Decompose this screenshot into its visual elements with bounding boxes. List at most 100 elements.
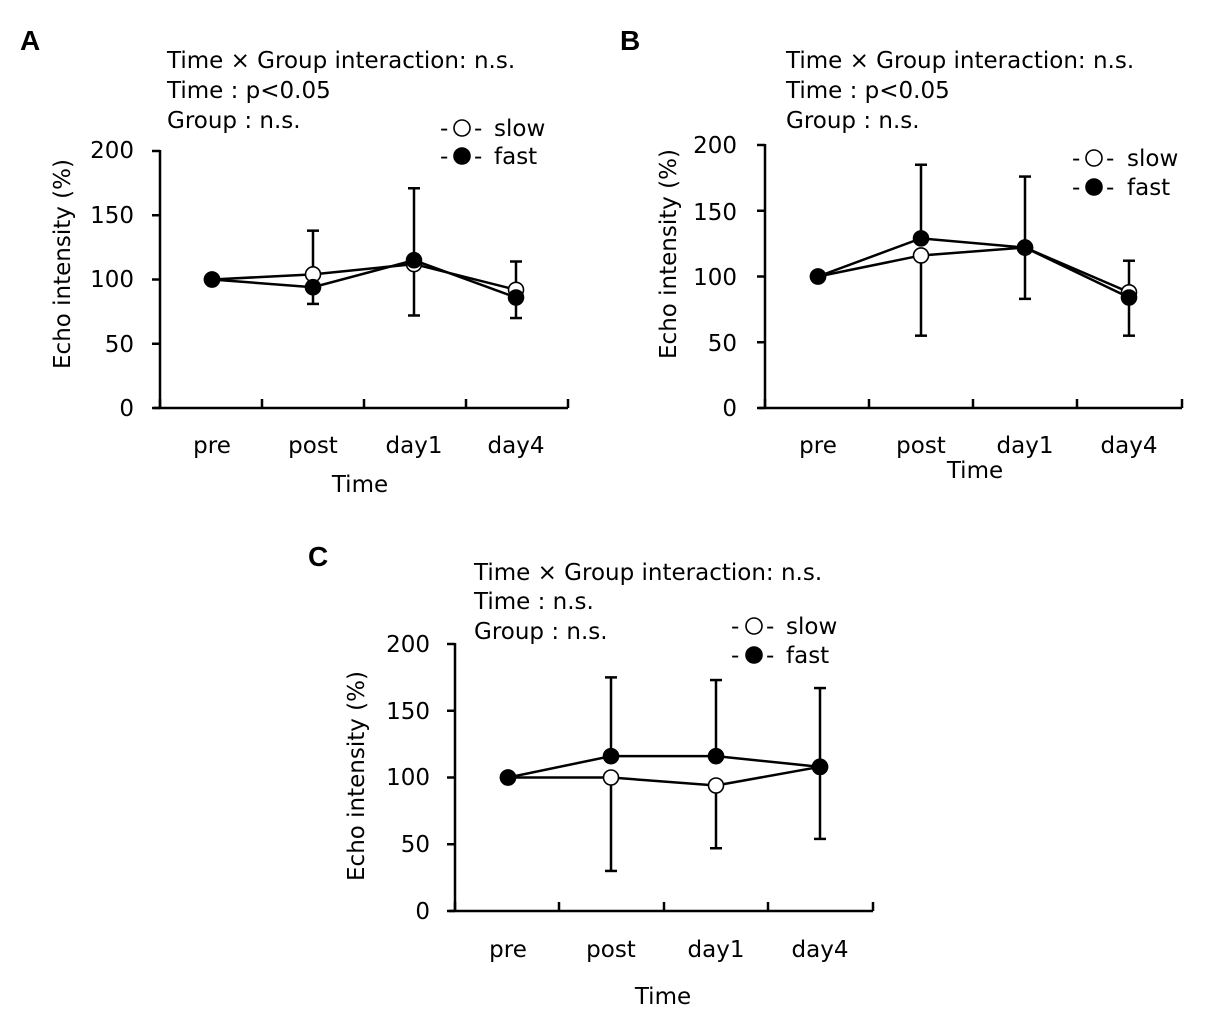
panel-c-point-slow-post (602, 769, 620, 786)
panel-b-legend-open-circle-icon (1085, 149, 1103, 167)
panel-c-point-slow-day1 (707, 777, 725, 794)
panel-c-legend-fast-dash-left: - (731, 643, 739, 669)
panel-b-ytick-150: 150 (693, 200, 737, 226)
panel-b-ytick-100: 100 (693, 265, 737, 291)
panel-a-ytick-150: 150 (90, 203, 134, 229)
panel-b-legend-fast-label: fast (1127, 175, 1170, 201)
panel-a-point-fast-day1 (405, 251, 423, 269)
panel-a-stat-group: Group : n.s. (167, 108, 301, 134)
panel-c-xcat-day1: day1 (688, 937, 745, 963)
panel-a-ytick-200: 200 (90, 138, 134, 164)
panel-c-stat-time: Time : n.s. (473, 589, 594, 615)
panel-b-xcat-day1: day1 (997, 433, 1054, 459)
panel-a-ylabel: Echo intensity (%) (50, 159, 76, 369)
panel-c-series-line-slow (508, 765, 821, 787)
panel-a-plot (152, 149, 570, 410)
panel-c-ytick-50: 50 (401, 832, 430, 858)
panel-c-series-line-fast (507, 754, 821, 779)
panel-a-xcat-pre: pre (193, 433, 231, 459)
panel-b-letter: B (620, 25, 640, 56)
panel-a-legend-slow-label: slow (494, 116, 545, 142)
panel-a-legend-slow-dash-right: - (474, 116, 482, 142)
panel-c-ytick-0: 0 (415, 899, 430, 925)
panel-a-legend-filled-circle-icon (453, 147, 471, 165)
panel-b-ylabel: Echo intensity (%) (656, 149, 682, 359)
panel-b-xcat-day4: day4 (1101, 433, 1158, 459)
panel-c-legend-open-circle-icon (745, 617, 763, 635)
panel-c-point-fast-post (602, 747, 620, 765)
panel-b-point-fast-day1 (1016, 239, 1034, 256)
panel-c-ytick-100: 100 (386, 765, 430, 791)
panel-b-point-fast-post (912, 230, 930, 247)
panel-c-legend-fast-dash-right: - (766, 643, 774, 669)
panel-c-point-fast-day1 (707, 747, 725, 765)
panel-b-plot (757, 143, 1184, 410)
panel-c-legend: - - slow - - fast (731, 614, 837, 669)
panel-b: B Time × Group interaction: n.s. Time : … (620, 25, 1184, 484)
panel-a-point-fast-pre (203, 271, 221, 288)
panel-a-xcat-post: post (288, 433, 338, 459)
panel-a-legend-fast-dash-left: - (440, 144, 448, 170)
panel-b-legend: - - slow - - fast (1072, 146, 1178, 201)
panel-c-letter: C (308, 541, 328, 572)
panel-c-legend-slow-dash-right: - (766, 614, 774, 640)
panel-a-ytick-100: 100 (90, 267, 134, 293)
panel-b-ytick-50: 50 (708, 331, 737, 357)
panel-c-point-fast-day4 (811, 758, 829, 776)
panel-a-legend: - - slow - - fast (440, 116, 545, 170)
panel-b-ytick-200: 200 (693, 133, 737, 159)
panel-a-ytick-50: 50 (105, 332, 134, 358)
panel-a-series-line-slow (211, 262, 517, 291)
panel-b-legend-slow-dash-right: - (1106, 146, 1114, 172)
panel-a: A Time × Group interaction: n.s. Time : … (20, 25, 570, 498)
panel-c-stat-interaction: Time × Group interaction: n.s. (473, 560, 822, 586)
panel-c-legend-slow-dash-left: - (731, 614, 739, 640)
panel-a-point-fast-day4 (507, 289, 525, 306)
panel-c-legend-filled-circle-icon (745, 646, 763, 664)
panel-b-stat-interaction: Time × Group interaction: n.s. (785, 48, 1134, 74)
panel-a-legend-open-circle-icon (453, 119, 471, 137)
panel-b-legend-fast-dash-left: - (1072, 175, 1080, 201)
panel-b-point-fast-pre (809, 268, 827, 285)
panel-b-series-line-slow (817, 246, 1130, 294)
panel-a-legend-fast-dash-right: - (474, 144, 482, 170)
panel-c-ylabel: Echo intensity (%) (344, 671, 370, 881)
panel-c-xcat-day4: day4 (792, 937, 849, 963)
panel-a-series-line-fast (211, 258, 517, 299)
panel-b-legend-slow-dash-left: - (1072, 146, 1080, 172)
panel-b-xcat-post: post (896, 433, 946, 459)
panel-a-letter: A (20, 25, 40, 56)
panel-b-point-slow-post (912, 247, 930, 264)
panel-b-xcat-pre: pre (799, 433, 837, 459)
panel-b-point-fast-day4 (1120, 289, 1138, 306)
panel-a-xcat-day4: day4 (488, 433, 545, 459)
panel-c-legend-slow-label: slow (786, 614, 837, 640)
panel-c-legend-fast-label: fast (786, 643, 829, 669)
panel-c-xlabel: Time (634, 984, 691, 1010)
panel-a-ytick-0: 0 (119, 396, 134, 422)
panel-c-ytick-200: 200 (386, 632, 430, 658)
panel-a-legend-slow-dash-left: - (440, 116, 448, 142)
panel-c: C Time × Group interaction: n.s. Time : … (308, 541, 875, 1010)
panel-c-xcat-post: post (586, 937, 636, 963)
panel-c-ytick-150: 150 (386, 699, 430, 725)
panel-b-xlabel: Time (946, 458, 1003, 484)
panel-b-series-line-fast (817, 237, 1130, 299)
panel-a-xcat-day1: day1 (386, 433, 443, 459)
panel-b-stat-group: Group : n.s. (786, 108, 920, 134)
panel-a-xlabel: Time (331, 472, 388, 498)
panel-c-point-fast-pre (499, 769, 517, 786)
panel-b-legend-filled-circle-icon (1085, 178, 1103, 196)
panel-c-xcat-pre: pre (489, 937, 527, 963)
panel-a-point-fast-post (304, 278, 322, 296)
panel-c-plot (447, 642, 875, 913)
panel-b-ytick-0: 0 (722, 396, 737, 422)
panel-a-stat-interaction: Time × Group interaction: n.s. (166, 48, 515, 74)
panel-b-legend-fast-dash-right: - (1106, 175, 1114, 201)
panel-b-stat-time: Time : p<0.05 (785, 78, 950, 104)
panel-b-legend-slow-label: slow (1127, 146, 1178, 172)
panel-a-legend-fast-label: fast (494, 144, 537, 170)
panel-c-stat-group: Group : n.s. (474, 619, 608, 645)
panel-a-stat-time: Time : p<0.05 (166, 78, 331, 104)
